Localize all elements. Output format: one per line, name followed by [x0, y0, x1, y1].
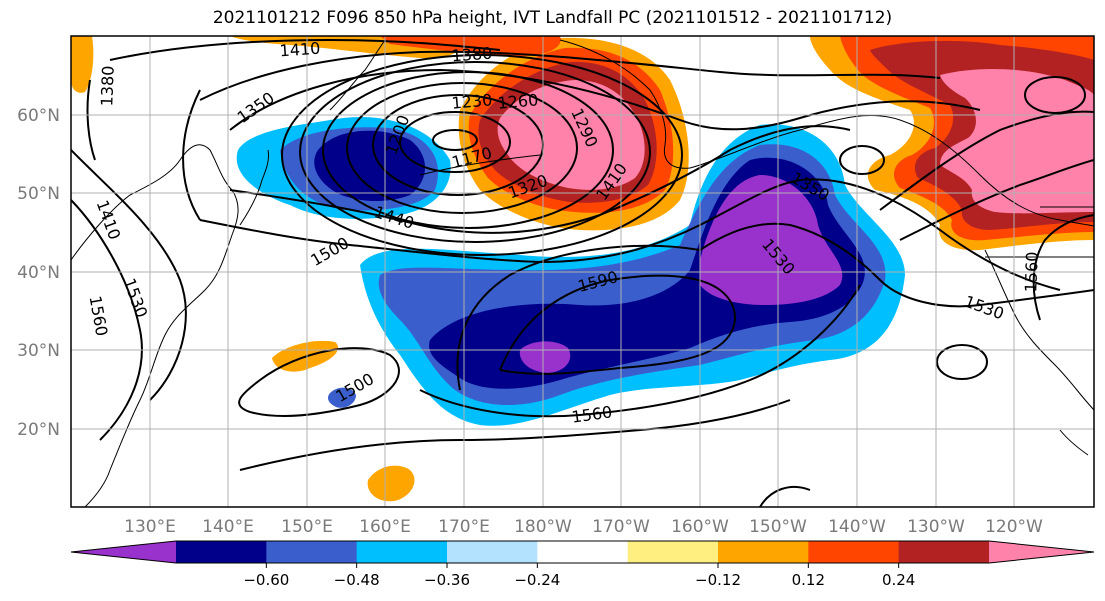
contour-low-1	[432, 129, 478, 151]
colorbar-extend-max	[989, 541, 1094, 563]
contour-1590	[499, 274, 736, 375]
contour-label: 1260	[497, 90, 539, 112]
lat-axis: 60°N 50°N 40°N 30°N 20°N	[17, 106, 60, 440]
colorbar-tick-label: −0.36	[424, 571, 470, 589]
shade-central-negative-5	[519, 341, 571, 373]
map-frame	[70, 35, 1095, 508]
lon-label: 130°W	[907, 517, 965, 537]
colorbar-extend-min	[71, 541, 176, 563]
contour-label: 1380	[451, 44, 493, 66]
contour-se-small	[759, 485, 811, 507]
contour-low-7	[281, 54, 683, 256]
contour-1410	[109, 38, 501, 61]
colorbar-segment	[356, 541, 448, 563]
colorbar-segment	[176, 541, 267, 563]
lat-label: 40°N	[17, 263, 60, 283]
lat-label: 20°N	[17, 420, 60, 440]
coast-asia	[71, 144, 239, 507]
coast-kamchatka	[329, 39, 386, 111]
colorbar-tick-label: −0.12	[695, 571, 741, 589]
colorbar-segment	[627, 541, 719, 563]
contour-1500-sw	[238, 347, 400, 417]
colorbar-segment	[718, 541, 809, 563]
contour-label: 1380	[97, 65, 117, 106]
contour-label: 1230	[451, 90, 493, 112]
contour-1380	[199, 50, 941, 101]
contour-west-4	[86, 79, 96, 161]
coast-aleutians	[419, 154, 541, 176]
map-panel: 1410 1380 1380 1350 1230 1260 1200 1290 …	[71, 36, 1094, 507]
lon-axis: 130°E 140°E 150°E 160°E 170°E 180°W 170°…	[124, 517, 1043, 537]
lon-label: 170°W	[592, 517, 650, 537]
map-title: 2021101212 F096 850 hPa height, IVT Land…	[212, 8, 893, 28]
contour-ne-1	[879, 110, 1094, 211]
graticule	[71, 36, 1094, 507]
colorbar-segment	[808, 541, 900, 563]
lon-label: 170°E	[438, 517, 490, 537]
lon-label: 180°W	[514, 517, 572, 537]
lon-label: 130°E	[124, 517, 176, 537]
shade-patch-3	[328, 387, 356, 408]
coast-baja	[1059, 429, 1089, 456]
shade-ne-positive-4	[940, 68, 1094, 214]
contour-low-6	[299, 61, 651, 243]
colorbar-tick-label: −0.60	[243, 571, 289, 589]
lat-label: 30°N	[17, 341, 60, 361]
lon-label: 150°E	[281, 517, 333, 537]
colorbar-tick-label: −0.48	[334, 571, 380, 589]
coast-na-west	[984, 249, 1094, 411]
coast-alaska	[559, 39, 1094, 227]
colorbar-segment	[898, 541, 990, 563]
shade-patch-2	[367, 465, 415, 502]
contour-low-4	[346, 82, 578, 214]
lat-label: 50°N	[17, 184, 60, 204]
contour-1560	[419, 284, 861, 418]
colorbar-tick-label: 0.12	[792, 571, 825, 589]
shade-west-negative-3	[314, 130, 425, 202]
colorbar-tick-label: −0.24	[514, 571, 560, 589]
contour-1350	[229, 68, 981, 131]
contour-1440	[229, 125, 851, 234]
lat-label: 60°N	[17, 106, 60, 126]
contour-east-small	[839, 145, 885, 175]
lon-label: 160°E	[359, 517, 411, 537]
contour-ne-low	[1024, 76, 1086, 114]
coastlines	[71, 39, 1094, 507]
colorbar-outline	[70, 540, 1095, 564]
colorbar-tick-label: 0.24	[882, 571, 915, 589]
contour-1530	[699, 222, 1094, 308]
lon-label: 150°W	[749, 517, 807, 537]
contour-label: 1410	[279, 39, 321, 61]
contour-west-1	[71, 199, 143, 441]
lon-label: 120°W	[985, 517, 1043, 537]
colorbar-segment	[537, 541, 629, 563]
height-contours	[71, 38, 1094, 507]
contour-west-2	[71, 149, 187, 401]
contour-label: 1560	[1021, 251, 1041, 292]
lon-label: 140°W	[828, 517, 886, 537]
colorbar-segment	[266, 541, 358, 563]
colorbar: −0.60 −0.48 −0.36 −0.24 −0.12 0.12 0.24	[70, 540, 1095, 589]
lon-label: 140°E	[202, 517, 254, 537]
coast-japan	[239, 149, 269, 226]
contour-e-1560	[1032, 214, 1094, 321]
contour-east-high	[936, 344, 988, 380]
shade-nw-corner	[71, 36, 94, 93]
shade-north-positive-4	[497, 80, 645, 190]
colorbar-segment	[447, 541, 538, 563]
lon-label: 160°W	[671, 517, 729, 537]
contour-south-band	[239, 399, 791, 471]
contour-low-2	[399, 111, 511, 173]
contour-ne-2	[899, 159, 1094, 241]
contour-1500	[199, 178, 1061, 291]
